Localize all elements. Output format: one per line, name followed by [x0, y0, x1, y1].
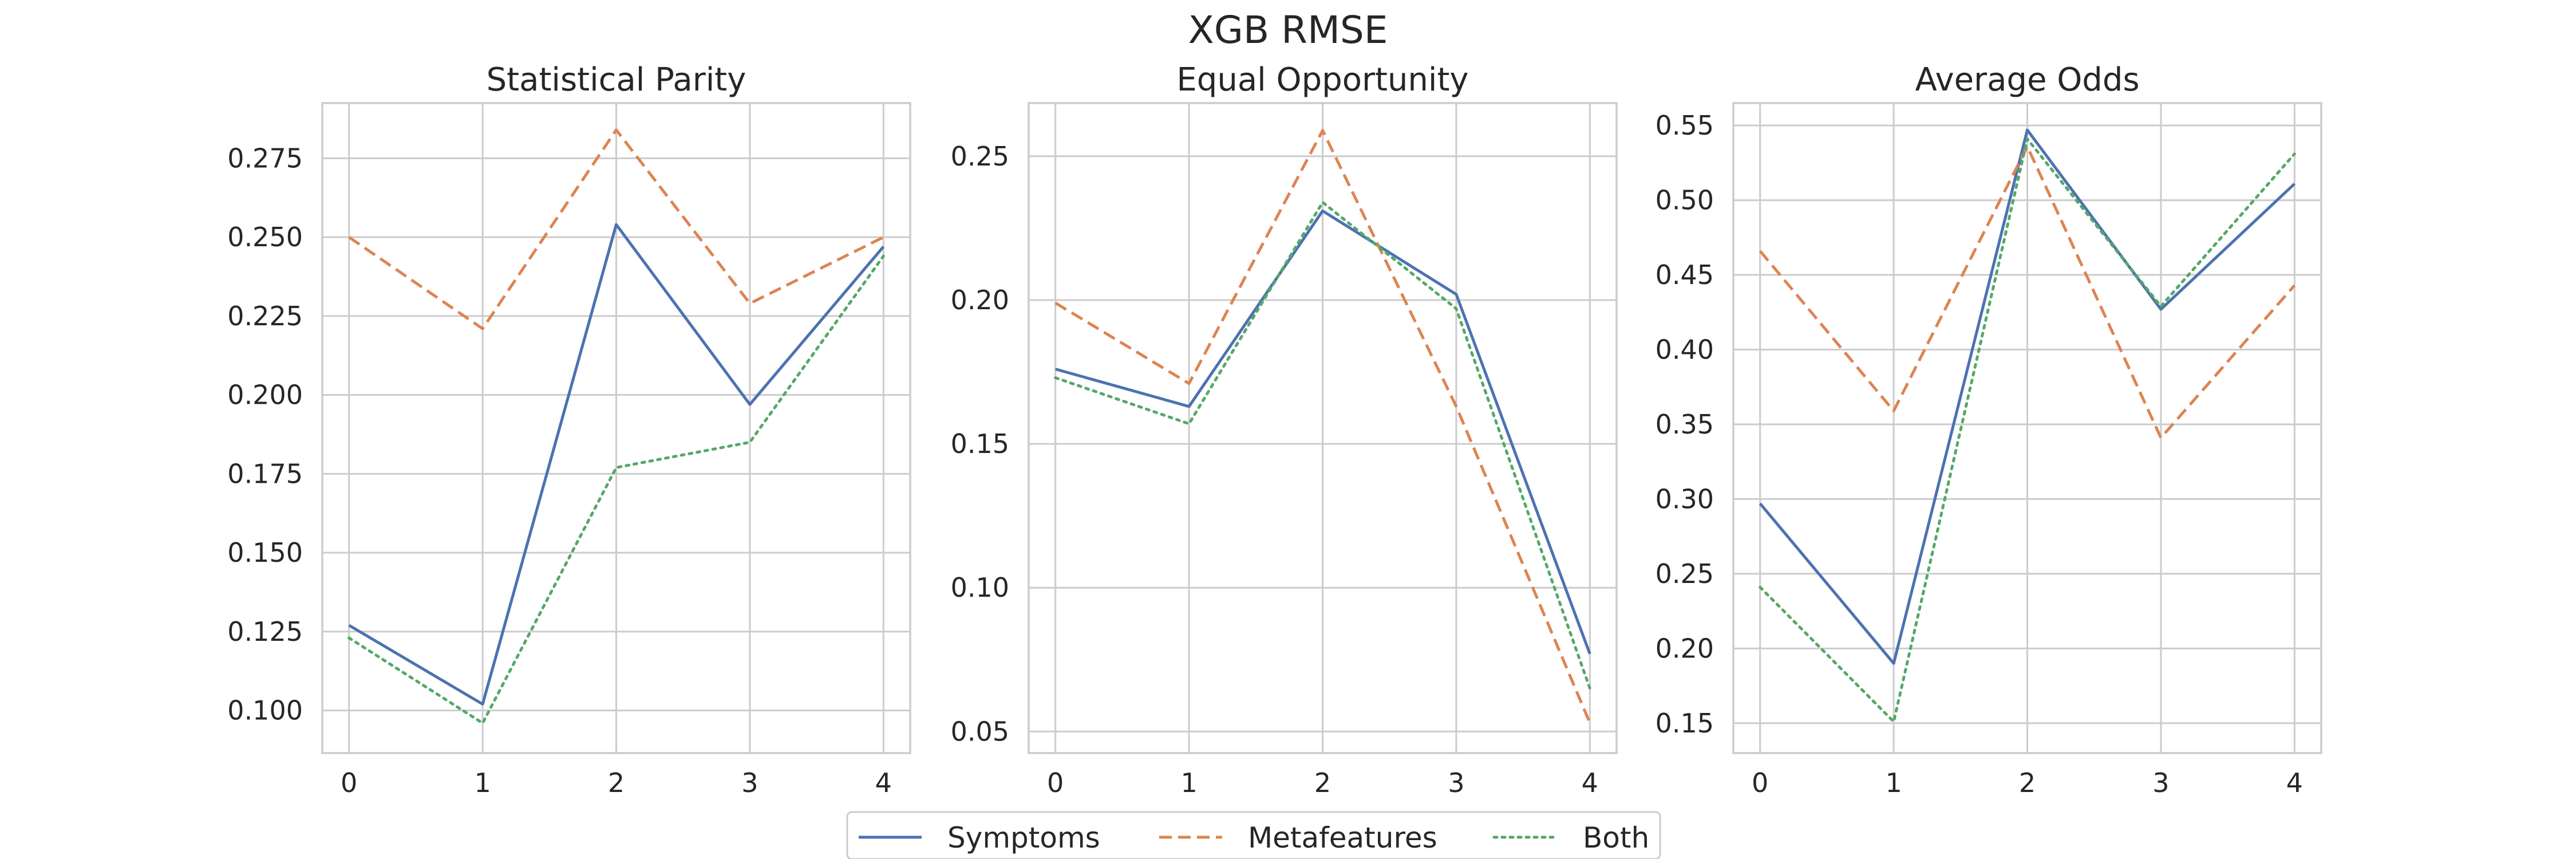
- series-line-metafeatures: [1759, 145, 2296, 439]
- series-line-both: [347, 254, 885, 725]
- legend-label-symptoms: Symptoms: [947, 821, 1100, 854]
- legend-label-metafeatures: Metafeatures: [1248, 821, 1437, 854]
- y-tick-label: 0.55: [1656, 110, 1714, 141]
- y-tick-label: 0.175: [227, 458, 303, 489]
- plot-area-frame: [321, 102, 911, 754]
- y-tick-label: 0.250: [227, 222, 303, 253]
- y-tick-label: 0.25: [1656, 558, 1714, 589]
- series-line-symptoms: [1055, 209, 1591, 655]
- x-tick-label: 3: [741, 767, 758, 798]
- y-tick-label: 0.30: [1656, 483, 1714, 514]
- y-tick-label: 0.125: [227, 616, 303, 647]
- x-tick-label: 0: [1752, 767, 1768, 798]
- chart-panel-equal-opportunity: Equal Opportunity 0 1 2 3 4 0.05 0.10 0.15 0.20 0.…: [951, 61, 1618, 798]
- y-tick-label: 0.20: [1656, 633, 1714, 664]
- y-tick-label: 0.150: [227, 537, 303, 568]
- series-line-metafeatures: [1054, 129, 1591, 724]
- x-tick-label: 4: [875, 767, 892, 798]
- y-tick-label: 0.20: [951, 285, 1009, 316]
- chart-panel-average-odds: Average Odds 0 1 2 3 4 0.15 0.20 0.25 0.30 0.35 0.4…: [1656, 61, 2322, 798]
- y-tick-label: 0.25: [951, 141, 1009, 172]
- y-tick-label: 0.35: [1656, 409, 1714, 440]
- legend: Symptoms Metafeatures Both: [846, 811, 1661, 859]
- x-tick-label: 3: [2152, 767, 2169, 798]
- x-tick-label: 0: [341, 767, 357, 798]
- series-line-symptoms: [348, 223, 885, 706]
- legend-label-both: Both: [1583, 821, 1649, 854]
- legend-frame: [846, 811, 1661, 859]
- plot-area-frame: [1732, 102, 2322, 754]
- x-tick-label: 1: [474, 767, 491, 798]
- y-tick-label: 0.50: [1656, 185, 1714, 216]
- series-line-both: [1759, 137, 2296, 723]
- y-tick-label: 0.40: [1656, 334, 1714, 365]
- y-tick-label: 0.275: [227, 143, 303, 174]
- panel-title: Equal Opportunity: [1176, 61, 1468, 98]
- series-line-symptoms: [1759, 128, 2296, 665]
- y-tick-label: 0.45: [1656, 259, 1714, 290]
- x-tick-label: 0: [1047, 767, 1064, 798]
- x-tick-label: 4: [1582, 767, 1598, 798]
- x-tick-label: 1: [1885, 767, 1902, 798]
- y-tick-label: 0.15: [951, 428, 1009, 459]
- panel-title: Average Odds: [1915, 61, 2139, 98]
- x-tick-label: 2: [1314, 767, 1331, 798]
- series-line-metafeatures: [348, 128, 884, 330]
- y-tick-label: 0.10: [951, 572, 1009, 603]
- chart-panel-statistical-parity: Statistical Parity 0 1 2 3 4 0.100 0.125 0.150 0.…: [227, 61, 911, 798]
- y-tick-label: 0.05: [951, 716, 1009, 747]
- x-tick-label: 1: [1180, 767, 1197, 798]
- y-tick-label: 0.100: [227, 695, 303, 726]
- y-tick-label: 0.15: [1656, 708, 1714, 739]
- x-tick-label: 3: [1448, 767, 1464, 798]
- x-tick-label: 4: [2286, 767, 2303, 798]
- series-line-both: [1054, 200, 1591, 690]
- y-tick-label: 0.225: [227, 301, 303, 332]
- figure-title: XGB RMSE: [1188, 8, 1388, 52]
- y-tick-label: 0.200: [227, 380, 303, 411]
- x-tick-label: 2: [608, 767, 625, 798]
- panel-title: Statistical Parity: [487, 61, 746, 98]
- plot-area-frame: [1028, 102, 1618, 754]
- x-tick-label: 2: [2019, 767, 2036, 798]
